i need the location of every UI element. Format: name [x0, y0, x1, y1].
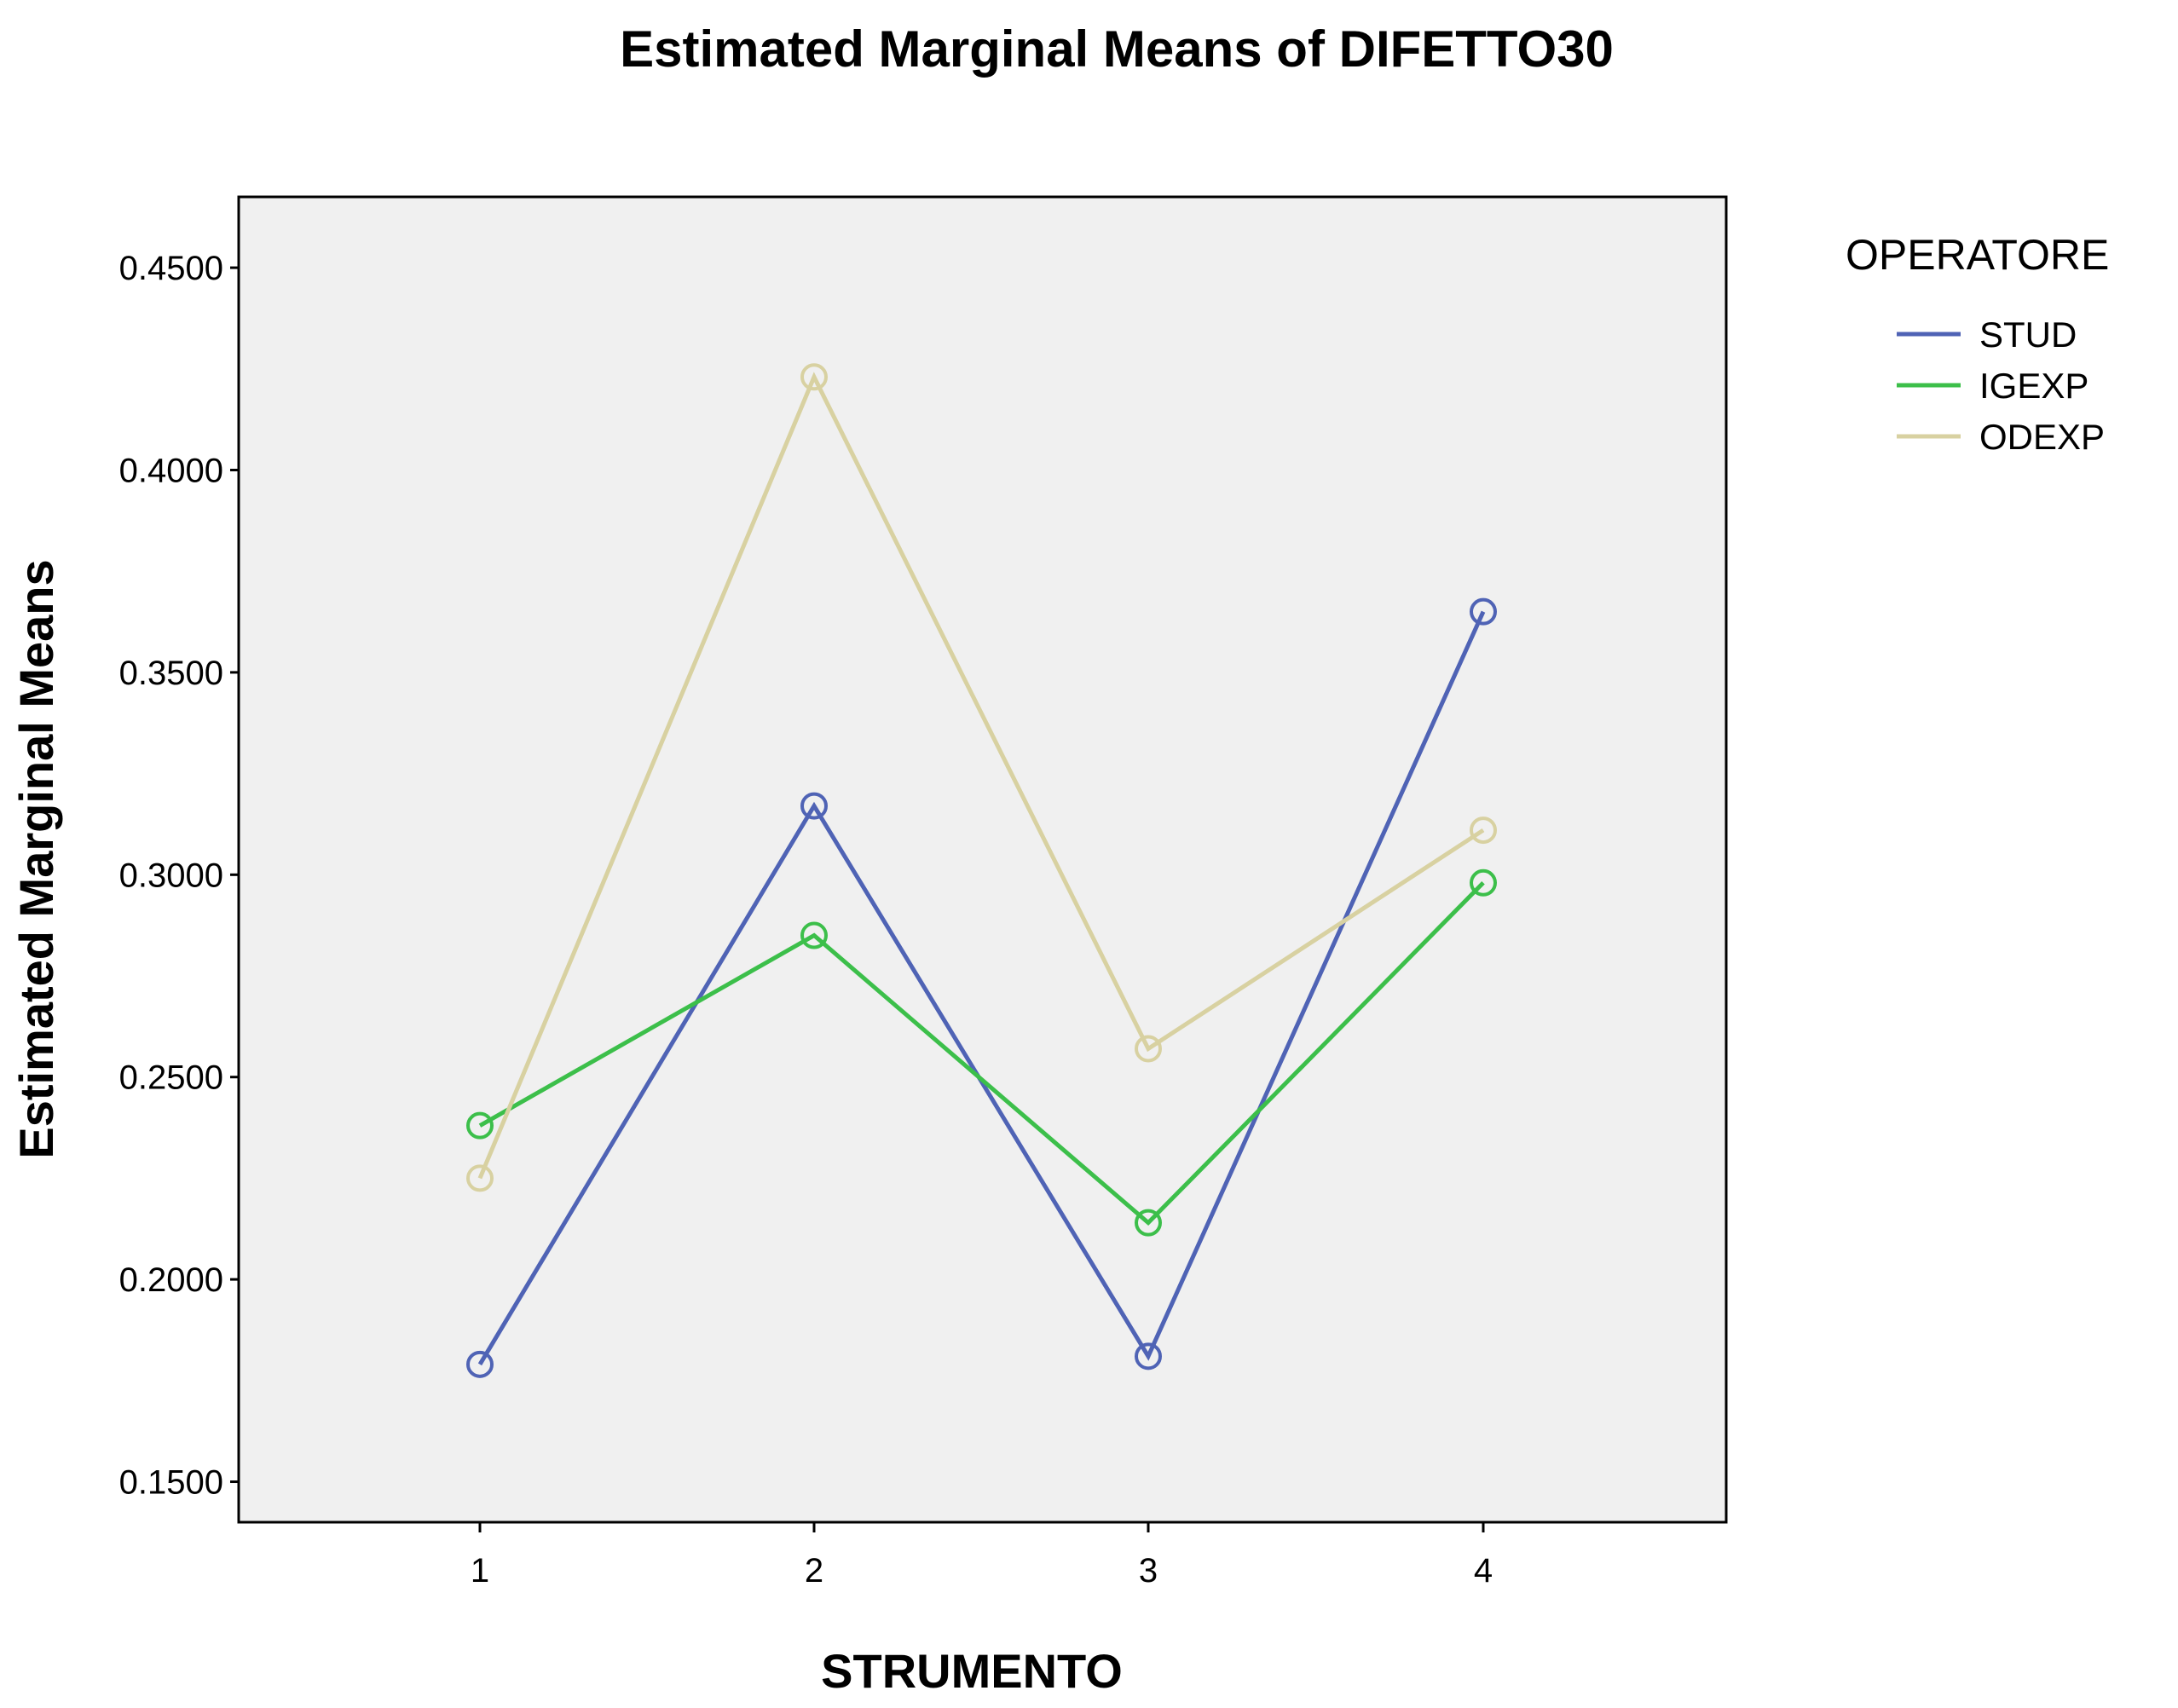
legend: OPERATORE STUD IGEXP ODEXP [1846, 231, 2109, 457]
y-tick-label: 0.3000 [119, 857, 223, 894]
data-point [1135, 1035, 1162, 1063]
data-point [800, 363, 828, 391]
series-line-igexp [478, 881, 1485, 1226]
x-tick-label: 4 [1474, 1552, 1493, 1590]
data-point [800, 921, 828, 949]
x-axis-title: STRUMENTO [821, 1644, 1123, 1698]
y-tick-label: 0.3500 [119, 655, 223, 692]
plot-area [237, 195, 1728, 1524]
data-point [800, 792, 828, 820]
legend-item-stud: STUD [1897, 314, 2077, 355]
data-point [466, 1350, 494, 1378]
legend-item-odexp: ODEXP [1897, 417, 2105, 457]
y-tick-label: 0.2000 [119, 1261, 223, 1299]
y-tick-label: 0.4500 [119, 250, 223, 287]
x-tick-label: 3 [1139, 1552, 1158, 1590]
legend-items: STUD IGEXP ODEXP [1897, 314, 2105, 457]
y-tick-label: 0.1500 [119, 1464, 223, 1502]
data-point [466, 1164, 494, 1192]
data-point [1135, 1209, 1162, 1237]
data-point [1470, 816, 1497, 845]
data-point [1135, 1342, 1162, 1370]
legend-label: IGEXP [1979, 366, 2088, 406]
y-axis-title: Estimated Marginal Means [9, 559, 63, 1158]
legend-label: ODEXP [1979, 417, 2105, 457]
x-tick-label: 1 [471, 1552, 489, 1590]
legend-item-igexp: IGEXP [1897, 366, 2088, 406]
y-axis: 0.1500 0.2000 0.2500 0.3000 0.3500 0.4000 0.45… [119, 250, 239, 1502]
chart-title: Estimated Marginal Means of DIFETTO30 [620, 20, 1614, 78]
y-tick-label: 0.2500 [119, 1059, 223, 1097]
x-tick-label: 2 [805, 1552, 823, 1590]
data-point [466, 1111, 494, 1140]
series-group [466, 363, 1497, 1378]
legend-label: STUD [1979, 314, 2077, 355]
data-point [1470, 868, 1497, 897]
legend-title: OPERATORE [1846, 231, 2109, 279]
series-line-odexp [477, 372, 1485, 1180]
x-axis: 1 2 3 4 [471, 1522, 1493, 1590]
y-tick-label: 0.4000 [119, 452, 223, 489]
series-igexp [466, 868, 1497, 1237]
data-point [1470, 597, 1497, 626]
series-odexp [466, 363, 1497, 1192]
